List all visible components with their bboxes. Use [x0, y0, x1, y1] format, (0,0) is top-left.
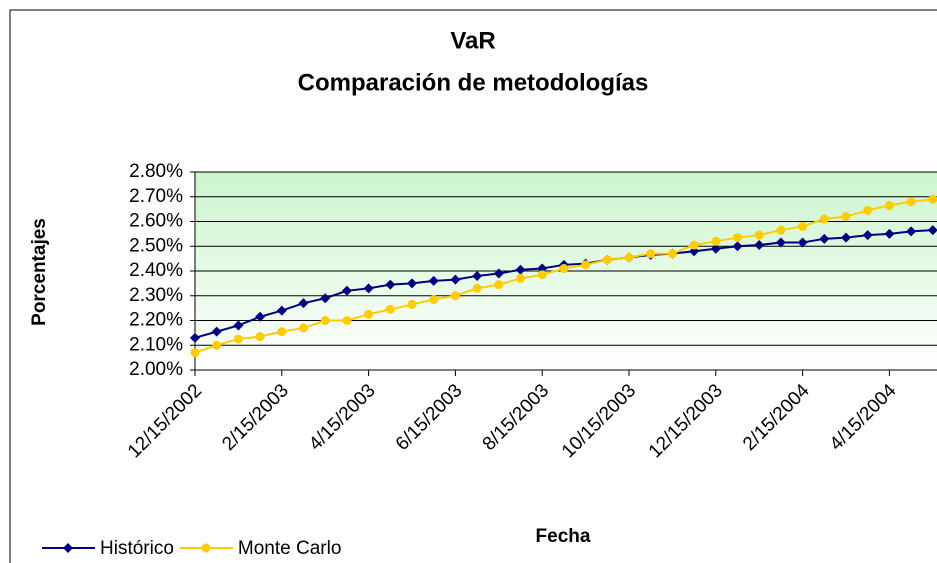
legend-marker — [63, 543, 73, 553]
data-point — [906, 197, 916, 207]
data-point — [906, 226, 917, 237]
x-tick-label: 8/15/2003 — [479, 380, 554, 455]
data-point — [797, 237, 808, 248]
data-point — [754, 240, 765, 251]
data-point — [429, 294, 439, 304]
data-point — [255, 332, 265, 342]
data-point — [710, 243, 721, 254]
chart-title: VaR — [450, 27, 495, 54]
x-tick-label: 12/15/2002 — [124, 380, 206, 462]
data-point — [212, 340, 222, 350]
data-point — [428, 275, 439, 286]
data-point — [364, 309, 374, 319]
data-point — [190, 348, 200, 358]
data-point — [341, 285, 352, 296]
data-point — [646, 249, 656, 259]
data-point — [689, 240, 699, 250]
data-point — [472, 283, 482, 293]
data-point — [233, 320, 244, 331]
x-tick-label: 2/15/2004 — [739, 380, 814, 455]
y-tick-label: 2.50% — [129, 235, 183, 256]
data-point — [776, 225, 786, 235]
data-point — [841, 212, 851, 222]
data-point — [515, 264, 526, 275]
data-point — [385, 304, 395, 314]
data-point — [928, 194, 937, 204]
data-point — [407, 299, 417, 309]
y-tick-label: 2.20% — [129, 310, 183, 331]
data-point — [819, 233, 830, 244]
x-tick-label: 10/15/2003 — [558, 380, 640, 462]
data-point — [299, 323, 308, 333]
data-point — [255, 311, 266, 322]
data-point — [711, 236, 721, 246]
y-tick-label: 2.40% — [129, 260, 183, 281]
data-point — [624, 252, 634, 262]
chart-frame — [9, 9, 937, 563]
data-point — [602, 255, 612, 265]
data-point — [190, 332, 200, 343]
data-point — [385, 279, 396, 290]
data-point — [732, 241, 743, 252]
y-tick-label: 2.70% — [129, 186, 183, 207]
data-point — [819, 214, 829, 224]
legend-marker — [201, 543, 211, 553]
data-point — [407, 278, 417, 289]
data-point — [450, 274, 461, 285]
data-point — [320, 293, 331, 304]
data-point — [277, 327, 287, 337]
data-point — [754, 230, 764, 240]
data-point — [862, 230, 873, 241]
data-point — [884, 228, 895, 239]
data-point — [733, 233, 742, 243]
legend-label: Histórico — [100, 538, 174, 559]
x-tick-label: 6/15/2003 — [392, 380, 467, 455]
data-point — [211, 326, 222, 337]
data-point — [450, 291, 460, 301]
y-tick-label: 2.30% — [129, 285, 183, 306]
data-point — [493, 268, 504, 279]
data-point — [667, 249, 677, 259]
data-point — [363, 283, 374, 294]
data-point — [276, 305, 287, 316]
data-point — [798, 221, 808, 231]
x-axis-label: Fecha — [536, 526, 591, 547]
y-tick-label: 2.10% — [129, 334, 183, 355]
data-point — [320, 316, 330, 325]
legend-label: Monte Carlo — [238, 538, 342, 559]
data-point — [927, 225, 937, 236]
data-point — [233, 334, 243, 344]
y-axis-label: Porcentajes — [29, 218, 50, 326]
data-point — [884, 200, 894, 210]
chart-subtitle: Comparación de metodologías — [298, 69, 649, 96]
data-point — [841, 232, 851, 243]
data-point — [342, 316, 352, 325]
data-point — [516, 273, 525, 283]
x-tick-label: 2/15/2003 — [218, 380, 293, 455]
y-tick-label: 2.00% — [129, 359, 183, 380]
x-tick-label: 12/15/2003 — [645, 380, 727, 462]
data-point — [581, 260, 591, 270]
data-point — [559, 264, 569, 274]
y-tick-label: 2.80% — [129, 161, 183, 182]
data-point — [537, 270, 547, 280]
data-point — [775, 237, 786, 248]
x-tick-label: 4/15/2003 — [305, 380, 380, 455]
x-tick-label: 4/15/2004 — [826, 380, 901, 455]
y-tick-label: 2.60% — [129, 211, 183, 232]
data-point — [863, 205, 873, 215]
data-point — [298, 298, 309, 309]
data-point — [494, 280, 504, 290]
data-point — [472, 270, 483, 281]
